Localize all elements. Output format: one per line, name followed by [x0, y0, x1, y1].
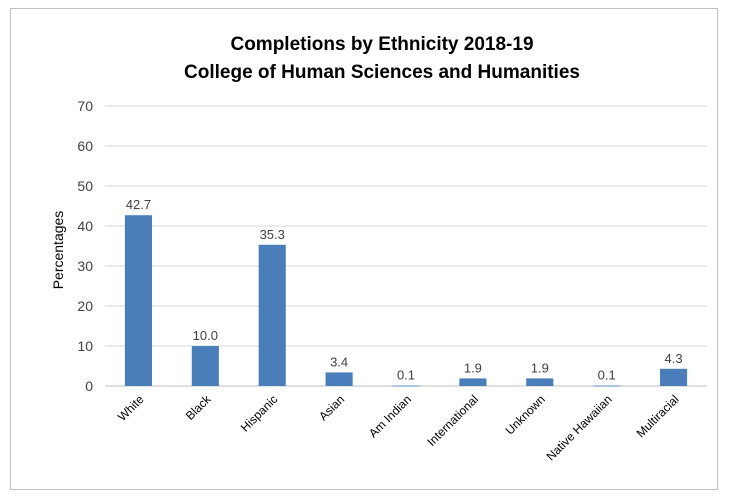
category-label: Native Hawaiian [544, 392, 615, 463]
data-label: 4.3 [665, 351, 683, 366]
chart-title-line-2: College of Human Sciences and Humanities [184, 62, 580, 83]
bar [258, 244, 286, 386]
bar [325, 372, 353, 386]
y-tick-label: 60 [77, 138, 93, 154]
data-label: 42.7 [126, 197, 151, 212]
category-label: Unknown [503, 392, 548, 437]
category-label: Am Indian [366, 392, 414, 440]
y-tick-label: 50 [77, 178, 93, 194]
bar [526, 378, 554, 386]
y-tick-label: 0 [85, 378, 93, 394]
data-label: 0.1 [598, 368, 616, 383]
bar [392, 385, 420, 387]
category-label: Asian [316, 392, 347, 423]
y-tick-label: 20 [77, 298, 93, 314]
category-label: White [115, 392, 147, 424]
data-label: 0.1 [397, 368, 415, 383]
data-label: 10.0 [193, 328, 218, 343]
bar [459, 378, 487, 386]
chart-title-line-1: Completions by Ethnicity 2018-19 [230, 34, 533, 55]
bar [124, 215, 152, 386]
y-tick-label: 70 [77, 98, 93, 114]
category-label: International [424, 392, 481, 449]
bar [660, 368, 688, 386]
y-axis-title: Percentages [50, 211, 66, 290]
y-tick-label: 40 [77, 218, 93, 234]
y-tick-label: 10 [77, 338, 93, 354]
bar [191, 346, 219, 386]
data-label: 35.3 [260, 227, 285, 242]
category-label: Multiracial [634, 392, 682, 440]
data-label: 3.4 [330, 354, 348, 369]
data-label: 1.9 [464, 360, 482, 375]
y-tick-label: 30 [77, 258, 93, 274]
bar [593, 385, 621, 387]
category-label: Hispanic [238, 392, 280, 434]
data-label: 1.9 [531, 360, 549, 375]
category-label: Black [183, 392, 214, 423]
